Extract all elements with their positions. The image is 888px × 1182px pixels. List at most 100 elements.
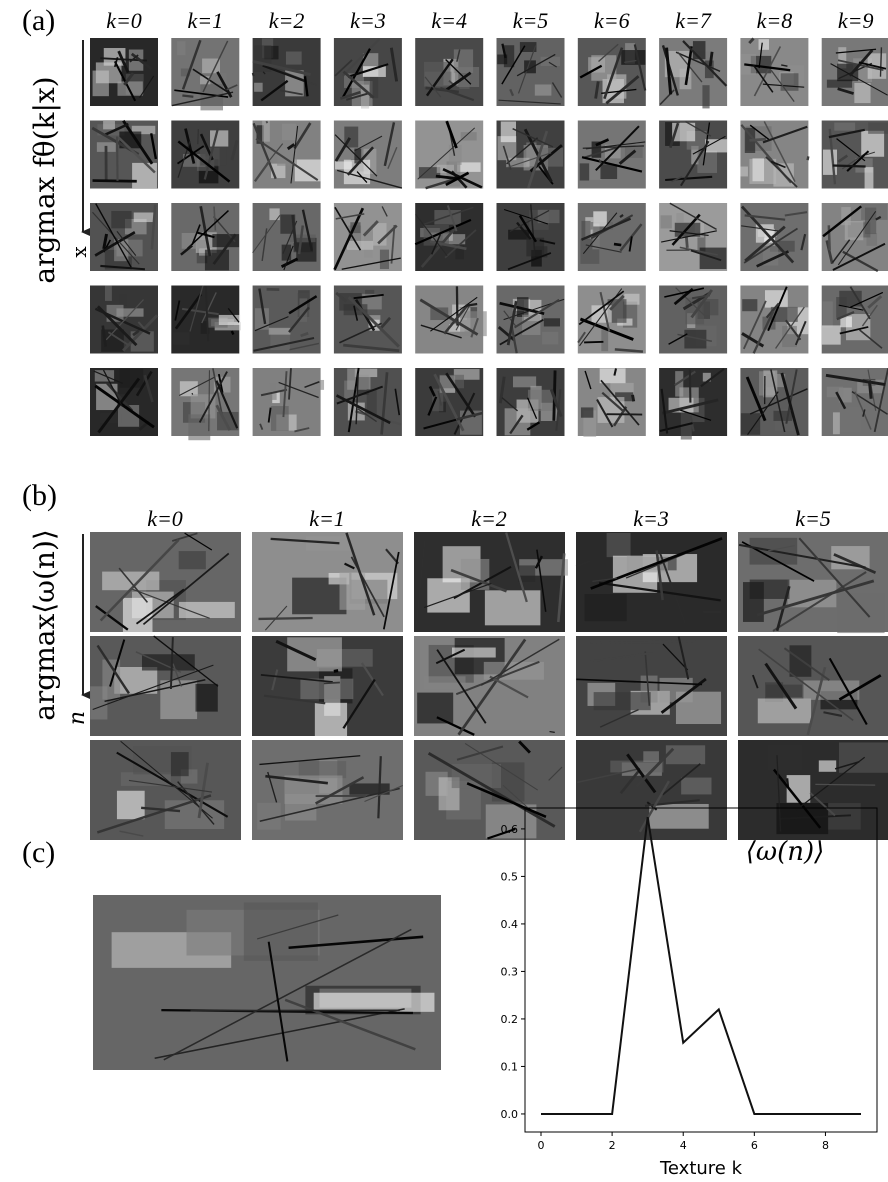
image-blob: [103, 121, 115, 129]
image-stroke: [869, 380, 871, 398]
image-stroke: [815, 784, 875, 785]
y-tick-label: 0.6: [501, 823, 519, 836]
y-sub: n: [65, 711, 90, 725]
image-blob: [750, 580, 790, 599]
image-stroke: [259, 618, 313, 619]
image-stroke: [182, 95, 193, 96]
image-blob: [501, 121, 516, 142]
image: [334, 203, 402, 271]
image-blob: [314, 993, 435, 1012]
image-blob: [117, 791, 145, 819]
image-stroke: [808, 156, 809, 160]
image-stroke: [829, 225, 830, 250]
image-stroke: [633, 395, 634, 401]
y-sub: x: [67, 246, 91, 258]
image-blob: [868, 122, 888, 133]
image-stroke: [93, 181, 137, 182]
image-blob: [601, 329, 608, 351]
image: [90, 532, 241, 635]
column-label: k=5: [795, 506, 831, 531]
image-blob: [865, 167, 874, 189]
column-label: k=7: [675, 8, 712, 33]
image-blob: [165, 800, 224, 829]
image-blob: [111, 211, 131, 228]
image-blob: [854, 83, 870, 103]
image-stroke: [192, 393, 193, 394]
x-tick-label: 0: [538, 1139, 545, 1152]
image-blob: [257, 803, 281, 830]
image-blob: [823, 301, 833, 327]
image-blob: [585, 594, 627, 621]
y-tick-label: 0.5: [501, 870, 519, 883]
image-blob: [455, 67, 479, 87]
image-blob: [102, 572, 159, 591]
image: [90, 203, 158, 271]
x-axis-label: Texture k: [659, 1158, 743, 1179]
image: [415, 203, 483, 271]
image: [576, 636, 727, 736]
image: [738, 532, 888, 633]
image: [414, 740, 565, 840]
image-blob: [335, 161, 352, 169]
image-blob: [315, 703, 347, 739]
image: [334, 38, 402, 109]
image: [414, 532, 568, 632]
image: [659, 203, 727, 271]
image-stroke: [334, 671, 338, 672]
image-stroke: [198, 129, 199, 144]
image: [90, 286, 158, 354]
image: [90, 740, 241, 840]
image-blob: [865, 208, 876, 234]
y-label: argmax fθ(k|x): [28, 76, 61, 283]
image: [576, 532, 727, 632]
image-blob: [105, 286, 112, 301]
image: [93, 895, 441, 1070]
image: [740, 286, 809, 354]
image: [253, 368, 324, 436]
image: [253, 121, 321, 189]
image-blob: [282, 124, 296, 140]
image-blob: [134, 212, 154, 222]
y-tick-label: 0.0: [501, 1108, 519, 1121]
image-blob: [538, 210, 560, 223]
image-blob: [171, 752, 189, 776]
image-stroke: [833, 165, 866, 166]
image-blob: [254, 83, 263, 92]
y-tick-label: 0.1: [501, 1060, 519, 1073]
image: [578, 203, 646, 271]
image: [171, 286, 241, 354]
image-blob: [681, 778, 711, 795]
image: [659, 368, 727, 440]
column-label: k=3: [633, 506, 669, 531]
image: [740, 121, 808, 189]
image-blob: [822, 325, 841, 344]
image: [738, 636, 888, 736]
image-blob: [758, 698, 811, 723]
image: [253, 286, 321, 354]
column-label: k=5: [513, 8, 549, 33]
image: [252, 532, 403, 632]
image: [415, 38, 483, 106]
image-blob: [173, 332, 190, 344]
column-label: k=8: [757, 8, 793, 33]
image: [822, 368, 888, 436]
image: [90, 368, 158, 436]
x-tick-label: 8: [822, 1139, 829, 1152]
image-blob: [195, 684, 217, 712]
image-blob: [269, 328, 291, 335]
image-blob: [837, 64, 858, 82]
image: [253, 38, 321, 106]
image: [822, 203, 888, 271]
image-blob: [839, 407, 862, 433]
image-blob: [819, 760, 836, 771]
image: [497, 368, 565, 436]
image-stroke: [690, 370, 691, 403]
image-blob: [833, 412, 840, 434]
image-blob: [753, 158, 765, 181]
y-tick-label: 0.4: [501, 918, 519, 931]
x-tick-label: 6: [751, 1139, 758, 1152]
column-label: k=9: [838, 8, 874, 33]
image: [90, 636, 241, 736]
image: [497, 38, 565, 106]
image: [822, 286, 888, 354]
